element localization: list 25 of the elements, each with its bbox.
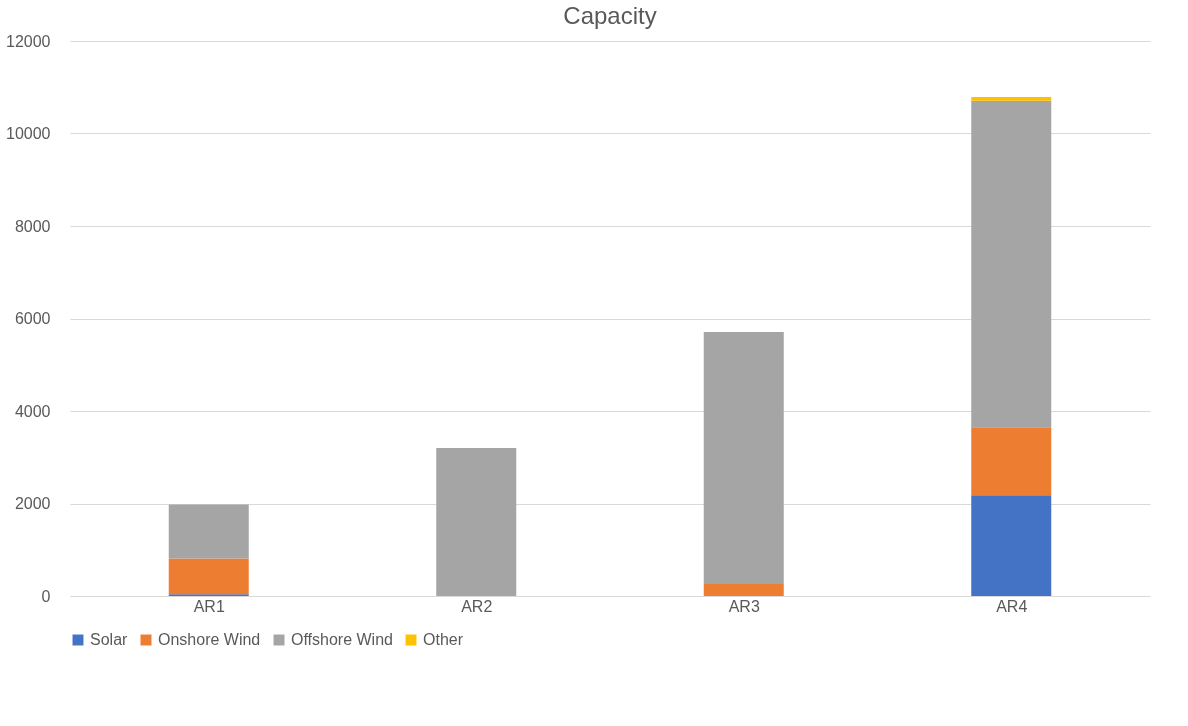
y-tick-label: 10000 — [6, 125, 51, 142]
x-tick-label: AR2 — [461, 597, 493, 615]
x-tick-label: AR3 — [728, 597, 760, 615]
y-tick-label: 0 — [41, 587, 51, 605]
bar — [436, 448, 517, 596]
legend-label: Solar — [90, 631, 129, 648]
y-tick-label: 12000 — [6, 32, 51, 50]
legend-label: Onshore Wind — [158, 631, 261, 648]
x-tick-label: AR1 — [193, 597, 225, 615]
legend-label: Offshore Wind — [291, 631, 393, 648]
bar — [168, 504, 249, 559]
y-tick-label: 2000 — [14, 495, 51, 512]
bar — [971, 100, 1052, 428]
bar — [971, 495, 1052, 596]
y-tick-label: 4000 — [14, 402, 51, 420]
legend-label: Other — [423, 631, 464, 648]
bar — [971, 427, 1052, 496]
bar — [703, 331, 784, 584]
y-tick-label: 6000 — [14, 310, 51, 327]
bar — [703, 583, 784, 596]
y-tick-label: 8000 — [14, 217, 51, 235]
chart-title: Capacity — [563, 2, 657, 29]
bar — [168, 558, 249, 595]
bar — [971, 96, 1052, 101]
x-tick-label: AR4 — [996, 597, 1028, 615]
